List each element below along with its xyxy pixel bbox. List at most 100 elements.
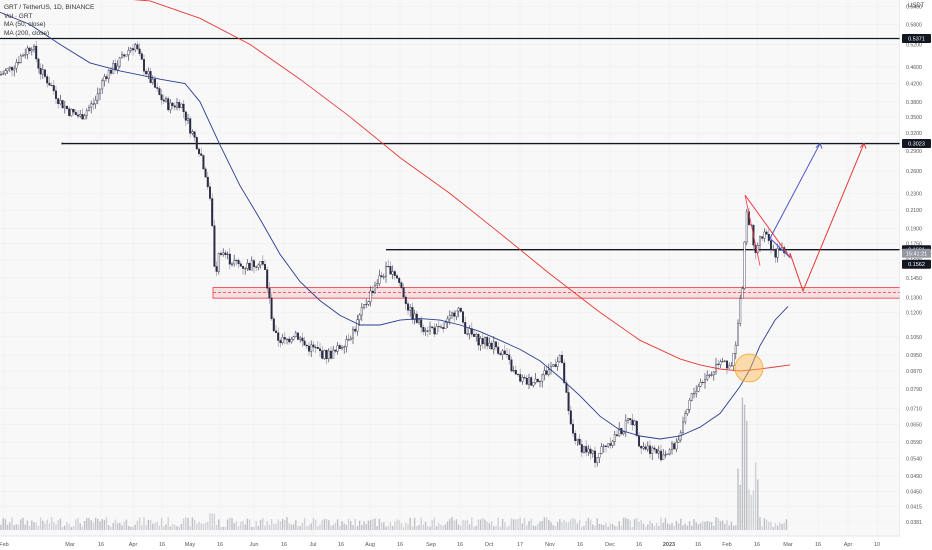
candle-body <box>48 82 51 86</box>
candle-body <box>706 375 709 380</box>
volume-bar <box>200 523 202 530</box>
volume-bar <box>11 517 13 530</box>
volume-bar <box>490 521 493 530</box>
candle-body <box>96 93 99 101</box>
candle-body <box>153 78 156 88</box>
candle-body <box>175 102 178 108</box>
candle-body <box>499 353 502 355</box>
candle-body <box>160 94 163 101</box>
volume-bar <box>123 521 125 530</box>
price-axis-labels: 0.6400 0.5800 0.5200 0.4600 0.4200 0.3800 0.35… <box>906 5 922 527</box>
volume-bar <box>79 523 81 530</box>
volume-bar <box>64 525 66 530</box>
volume-bar <box>33 522 35 530</box>
candle-body <box>202 155 205 170</box>
candle-body <box>261 261 264 265</box>
candle-body <box>79 114 82 117</box>
candle-body <box>303 340 306 346</box>
volume-bar <box>281 518 284 530</box>
legend-symbol: GRT / TetherUS, 1D, BINANCE <box>4 4 95 11</box>
volume-bar <box>149 519 152 530</box>
volume-bar <box>372 519 374 530</box>
candle-body <box>74 111 77 116</box>
candle-body <box>415 313 418 323</box>
candle-body <box>367 301 370 305</box>
volume-bar <box>105 517 108 530</box>
volume-bar <box>156 521 158 530</box>
volume-bar <box>134 524 136 530</box>
volume-bar <box>242 520 244 530</box>
volume-bar <box>367 520 370 530</box>
volume-bar <box>347 518 350 530</box>
candle-body <box>631 419 634 426</box>
volume-bar <box>266 521 268 530</box>
candle-body <box>734 344 737 354</box>
volume-bar <box>218 519 220 530</box>
volume-bar <box>614 525 616 530</box>
volume-bar <box>504 522 506 530</box>
time-tick-label: Apr <box>844 542 853 548</box>
candle-body <box>195 137 198 150</box>
volume-bar <box>578 519 581 530</box>
volume-bar <box>286 517 288 530</box>
volume-bar <box>550 522 552 530</box>
candle-body <box>576 438 579 441</box>
volume-bar <box>699 523 702 530</box>
candle-body <box>363 304 366 308</box>
volume-bar <box>519 517 521 530</box>
candle-body <box>429 326 432 332</box>
volume-bar <box>497 517 499 530</box>
price-tick-label: 0.2900 <box>906 149 922 155</box>
volume-bar <box>259 519 262 530</box>
candle-body <box>420 319 423 328</box>
price-tick-label: 0.0415 <box>906 504 922 510</box>
volume-bar <box>26 520 29 530</box>
price-tick-label: 0.3500 <box>906 115 922 121</box>
volume-bar <box>277 519 279 530</box>
candle-body <box>607 443 610 447</box>
candle-body <box>774 249 777 258</box>
candle-body <box>572 423 575 434</box>
volume-bar <box>270 519 273 530</box>
volume-bar <box>629 520 631 530</box>
time-tick-label: Apr <box>129 542 138 548</box>
candle-body <box>616 434 619 437</box>
price-tick-label: 0.4200 <box>906 81 922 87</box>
candle-body <box>288 338 291 343</box>
volume-bar <box>378 518 381 530</box>
candle-body <box>283 337 286 340</box>
volume-bar <box>116 523 119 530</box>
volume-bar <box>288 523 290 530</box>
candle-body <box>222 252 225 255</box>
candle-body <box>488 342 491 347</box>
volume-bar <box>713 525 715 530</box>
volume-bar <box>526 525 528 530</box>
candle-body <box>171 102 174 106</box>
candle-body <box>468 328 471 335</box>
volume-bar <box>411 526 414 530</box>
volume-bar <box>402 526 405 530</box>
volume-bar <box>559 519 561 530</box>
candle-body <box>156 87 159 89</box>
candle-body <box>358 314 361 320</box>
candle-body <box>4 70 7 74</box>
volume-bar <box>735 525 737 530</box>
candle-body <box>26 47 29 55</box>
volume-bar <box>556 522 559 530</box>
volume-bar <box>407 524 409 530</box>
volume-bar <box>363 521 365 530</box>
time-tick-label: 16 <box>636 542 642 548</box>
volume-bar <box>565 522 568 530</box>
candle-body <box>462 311 465 323</box>
candle-body <box>266 269 269 289</box>
candle-body <box>598 453 601 458</box>
volume-bar <box>633 519 636 530</box>
candle-body <box>409 307 412 311</box>
candle-body <box>90 103 93 108</box>
volume-bar <box>708 521 711 530</box>
volume-bar <box>405 522 407 530</box>
candle-body <box>182 103 185 112</box>
volume-bar <box>686 525 689 530</box>
price-tick-label: 0.1050 <box>906 335 922 341</box>
